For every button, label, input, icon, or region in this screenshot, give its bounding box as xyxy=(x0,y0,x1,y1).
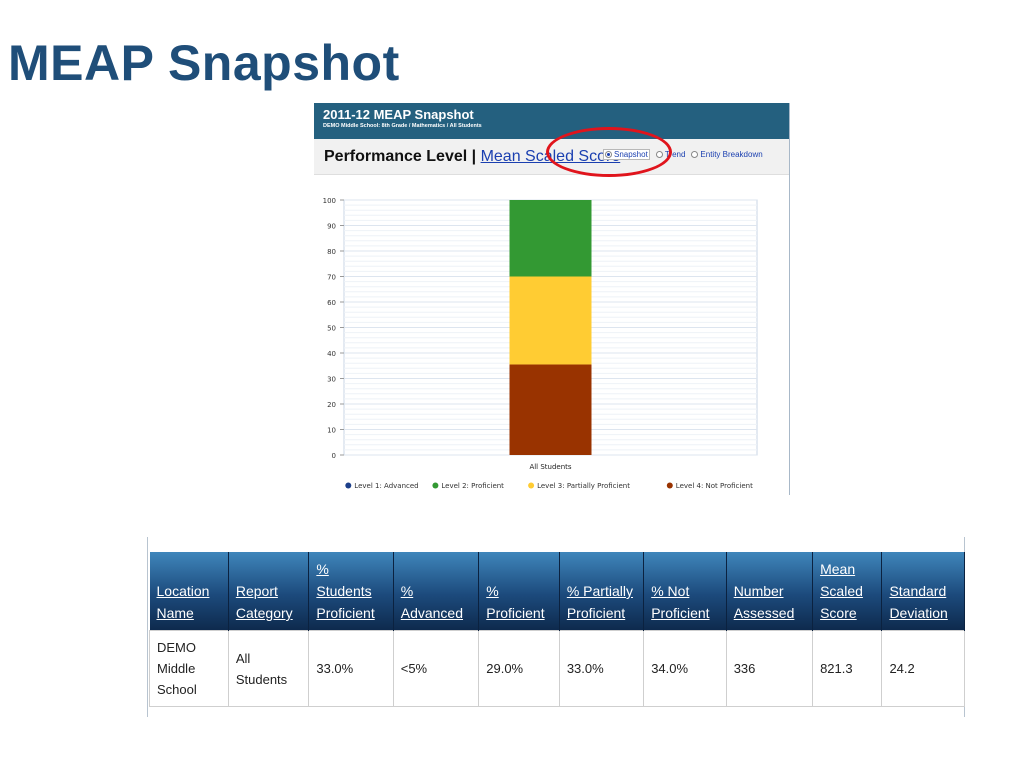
cell-location-name: DEMO Middle School xyxy=(149,630,229,707)
header-number-assessed[interactable]: Number Assessed xyxy=(726,552,814,631)
y-tick-label: 50 xyxy=(327,325,336,333)
y-tick-label: 70 xyxy=(327,274,336,282)
legend-marker xyxy=(432,482,439,489)
cell-not-proficient: 34.0% xyxy=(643,630,727,707)
bar-segment xyxy=(509,276,592,365)
cell-partially-proficient: 33.0% xyxy=(558,630,645,707)
header-location-name[interactable]: Location Name xyxy=(149,552,229,631)
highlight-callout-circle xyxy=(546,127,672,177)
y-tick-label: 0 xyxy=(332,452,336,460)
entity-breakdown-radio-label: Entity Breakdown xyxy=(700,150,763,159)
legend-marker xyxy=(528,482,535,489)
cell-mean-scaled-score: 821.3 xyxy=(812,630,883,707)
cell-standard-deviation: 24.2 xyxy=(881,630,965,707)
y-tick-label: 40 xyxy=(327,350,336,358)
y-tick-label: 60 xyxy=(327,299,336,307)
header-proficient[interactable]: % Proficient xyxy=(478,552,560,631)
legend-marker xyxy=(345,482,352,489)
header-not-proficient[interactable]: % Not Proficient xyxy=(643,552,727,631)
x-tick-label: All Students xyxy=(529,463,571,471)
slide-title: MEAP Snapshot xyxy=(8,35,400,91)
header-partially-proficient[interactable]: % Partially Proficient xyxy=(559,552,645,631)
results-table: Location Name Report Category % Students… xyxy=(149,552,965,707)
legend-label: Level 1: Advanced xyxy=(354,482,418,490)
table-left-border xyxy=(147,537,148,717)
data-table-container: Location Name Report Category % Students… xyxy=(147,537,965,717)
legend-label: Level 4: Not Proficient xyxy=(676,482,753,490)
y-tick-label: 100 xyxy=(323,197,336,205)
tab-separator: | xyxy=(471,148,477,165)
cell-students-proficient: 33.0% xyxy=(308,630,394,707)
table-row: DEMO Middle School All Students 33.0% <5… xyxy=(149,630,965,707)
table-header-row: Location Name Report Category % Students… xyxy=(149,552,965,631)
legend-marker xyxy=(666,482,673,489)
y-tick-label: 10 xyxy=(327,427,336,435)
header-students-proficient[interactable]: % Students Proficient xyxy=(308,552,394,631)
bar-segment xyxy=(509,364,592,455)
table-right-border xyxy=(964,537,965,717)
bar-segment xyxy=(509,200,592,277)
header-standard-deviation[interactable]: Standard Deviation xyxy=(881,552,965,631)
header-advanced[interactable]: % Advanced xyxy=(393,552,480,631)
cell-number-assessed: 336 xyxy=(725,630,814,707)
y-tick-label: 30 xyxy=(327,376,336,384)
y-tick-label: 20 xyxy=(327,401,336,409)
radio-unchecked-icon xyxy=(691,151,699,158)
y-tick-label: 80 xyxy=(327,248,336,256)
cell-advanced: <5% xyxy=(392,630,480,707)
legend-label: Level 3: Partially Proficient xyxy=(537,482,630,490)
entity-breakdown-radio[interactable]: Entity Breakdown xyxy=(691,150,763,159)
header-report-category[interactable]: Report Category xyxy=(228,552,310,631)
trend-radio-label: Trend xyxy=(664,150,686,159)
y-tick-label: 90 xyxy=(327,223,336,231)
stacked-bar-chart: 0 10 20 30 40 50 60 70 80 90 100 All Students Level … xyxy=(323,197,758,490)
cell-report-category: All Students xyxy=(227,630,310,707)
legend-label: Level 2: Proficient xyxy=(441,482,504,490)
performance-level-tab[interactable]: Performance Level xyxy=(324,148,468,165)
report-title: 2011-12 MEAP Snapshot xyxy=(323,107,474,122)
header-mean-scaled-score[interactable]: Mean Scaled Score xyxy=(812,552,883,631)
report-subtitle: DEMO Middle School: 8th Grade / Mathemat… xyxy=(323,123,482,129)
report-header: 2011-12 MEAP Snapshot DEMO Middle School… xyxy=(314,103,789,139)
cell-proficient: 29.0% xyxy=(478,630,560,707)
